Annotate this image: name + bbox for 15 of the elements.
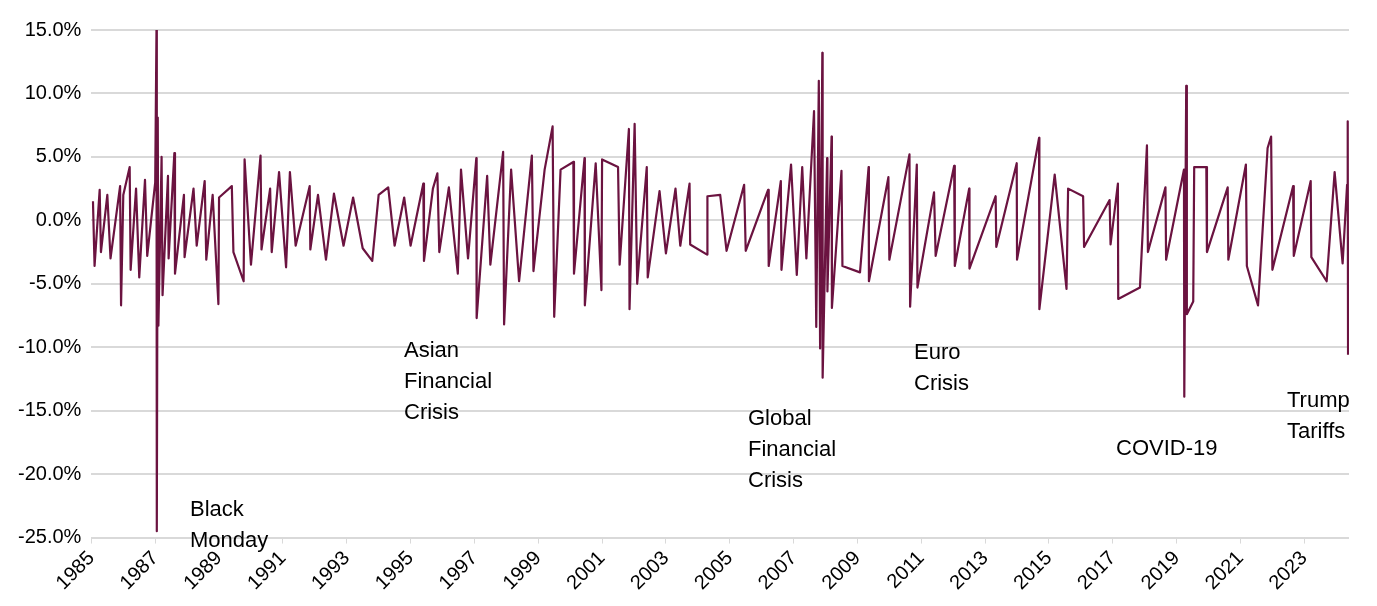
y-tick-label: 10.0% <box>24 80 82 103</box>
y-tick-label: 0.0% <box>35 207 82 230</box>
y-tick-label: -25.0% <box>17 525 82 548</box>
y-tick-label: 15.0% <box>24 17 82 40</box>
y-tick-label: 5.0% <box>35 144 82 167</box>
y-tick-label: -5.0% <box>29 271 82 294</box>
annotation: Global Financial Crisis <box>748 405 837 493</box>
annotation: Trump Tariffs <box>1287 387 1350 444</box>
y-tick-label: -20.0% <box>17 461 82 484</box>
y-tick-label: -10.0% <box>17 334 82 357</box>
annotation: Euro Crisis <box>914 339 969 396</box>
annotation: Asian Financial Crisis <box>404 337 493 425</box>
annotation: Black Monday <box>190 496 269 553</box>
annotation: COVID-19 <box>1116 435 1218 461</box>
y-tick-label: -15.0% <box>17 398 82 421</box>
